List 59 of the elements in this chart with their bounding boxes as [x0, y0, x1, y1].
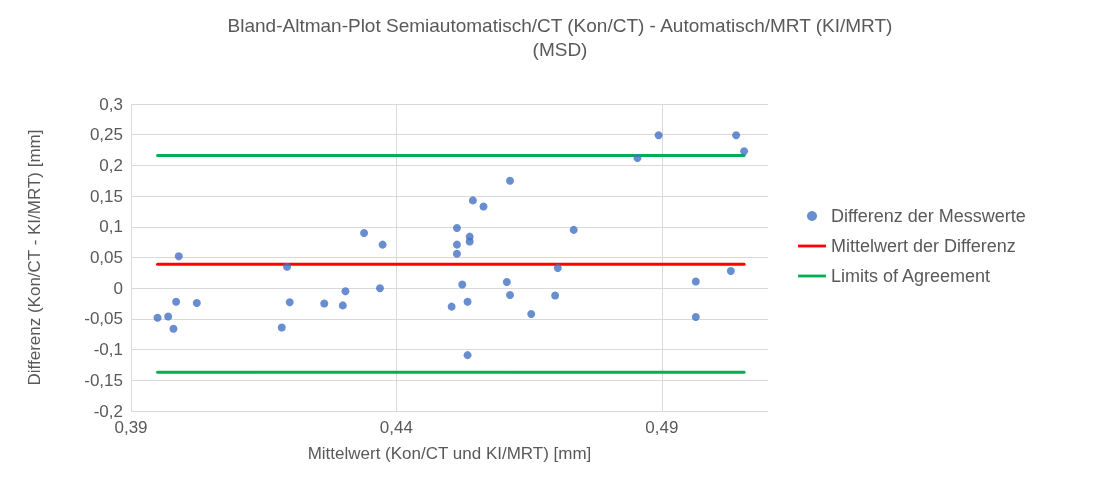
legend-label: Limits of Agreement	[831, 266, 991, 286]
point	[283, 262, 292, 271]
point	[465, 237, 474, 246]
point	[691, 277, 700, 286]
point	[458, 280, 467, 289]
x-axis-title: Mittelwert (Kon/CT und KI/MRT) [mm]	[307, 444, 592, 463]
point	[468, 196, 477, 205]
y-tick-label: -0,05	[84, 309, 123, 329]
y-tick-label: 0,1	[99, 217, 123, 237]
legend-label: Mittelwert der Differenz	[831, 236, 1016, 256]
point	[447, 302, 456, 311]
point	[174, 252, 183, 261]
point	[452, 249, 461, 258]
point	[691, 313, 700, 322]
y-tick-label: -0,15	[84, 370, 123, 390]
legend-label: Differenz der Messwerte	[831, 206, 1026, 226]
point	[378, 240, 387, 249]
y-tick-label: 0,15	[89, 186, 123, 206]
point	[277, 323, 286, 332]
y-tick-label: 0,3	[99, 94, 123, 114]
point	[654, 131, 663, 140]
point	[502, 278, 511, 287]
y-tick-label: 0,05	[89, 248, 123, 267]
point	[553, 263, 562, 272]
point	[479, 202, 488, 211]
point	[169, 324, 178, 333]
point	[740, 147, 749, 156]
point	[172, 297, 181, 306]
point	[452, 224, 461, 233]
point	[375, 284, 384, 293]
point	[463, 351, 472, 360]
point	[633, 154, 642, 163]
y-tick-label: 0	[113, 278, 123, 298]
point	[285, 298, 294, 307]
point	[164, 312, 173, 321]
point	[320, 299, 329, 308]
point	[726, 267, 735, 276]
point	[192, 298, 201, 307]
point	[569, 225, 578, 234]
point	[338, 301, 347, 310]
point	[506, 176, 515, 185]
point	[506, 290, 515, 299]
y-tick-label: -0,2	[93, 401, 123, 421]
x-tick-label: 0,49	[645, 418, 679, 437]
y-tick-label: -0,1	[93, 340, 123, 360]
point	[527, 309, 536, 318]
point	[551, 291, 560, 300]
x-tick-label: 0,44	[379, 418, 413, 437]
y-axis-title: Differenz (Kon/CT - KI/MRT) [mm]	[25, 129, 44, 386]
point	[360, 228, 369, 237]
y-tick-label: 0,2	[99, 155, 123, 175]
y-tick-label: 0,25	[89, 125, 123, 145]
point	[153, 313, 162, 322]
point	[341, 287, 350, 296]
point	[452, 240, 461, 249]
point	[732, 131, 741, 140]
chart-title: Bland-Altman-Plot Semiautomatisch/CT (Kon/CT) - Automatisch/MRT (KI/MRT) (MSD)	[227, 14, 893, 60]
x-tick-label: 0,39	[114, 418, 148, 437]
point	[463, 297, 472, 306]
